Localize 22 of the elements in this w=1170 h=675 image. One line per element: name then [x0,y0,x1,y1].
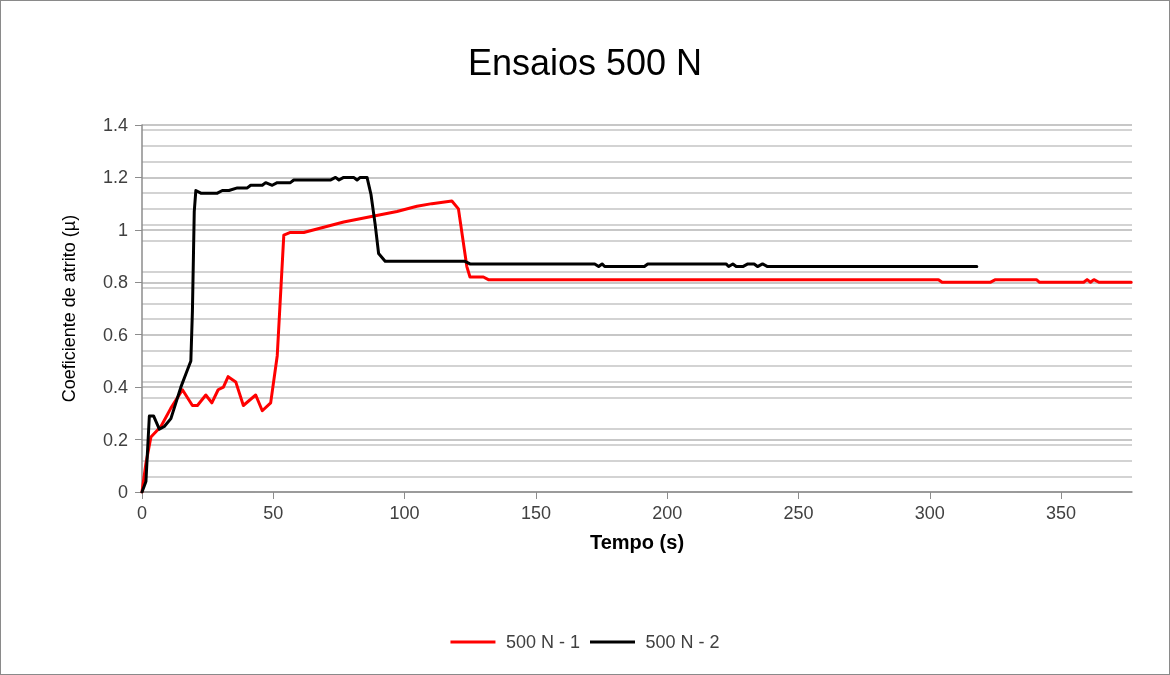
chart-title: Ensaios 500 N [467,41,703,83]
y-axis-title: Coeficiente de atrito (µ) [59,214,79,403]
x-tick-label: 350 [1046,503,1077,523]
x-tick-label: 100 [389,503,420,523]
y-tick-label: 0.4 [102,377,128,398]
y-tick-label: 0 [117,482,128,502]
legend-label: 500 N - 1 [505,632,581,652]
y-tick-label: 1.2 [102,167,128,188]
x-tick-label: 300 [914,503,945,523]
x-tick-label: 200 [652,503,683,523]
y-tick-label: 0.6 [102,324,128,345]
y-tick-label: 1 [117,219,128,240]
x-tick-label: 50 [263,503,284,523]
legend-label: 500 N - 2 [645,632,720,652]
x-axis-title: Tempo (s) [589,531,685,553]
x-tick-label: 250 [783,503,814,523]
x-tick-label: 150 [520,503,551,523]
y-tick-label: 1.4 [102,115,128,135]
x-tick-label: 0 [136,503,148,523]
line-series [140,175,979,494]
y-tick-label: 0.2 [102,429,128,450]
y-tick-label: 0.8 [102,272,128,293]
